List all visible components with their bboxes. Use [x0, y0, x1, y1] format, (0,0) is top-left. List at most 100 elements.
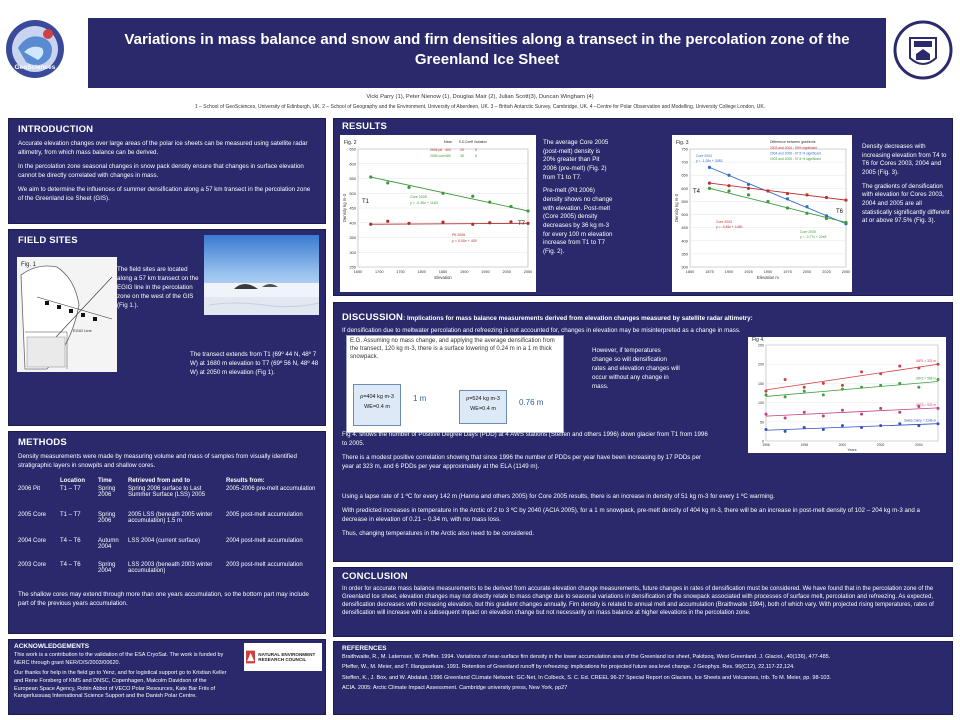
ack-paragraph: Our thanks for help in the field go to Y… [14, 670, 227, 700]
data-point [707, 165, 712, 169]
data-point [824, 216, 829, 221]
data-point [805, 211, 809, 215]
x-tick-label: 1925 [744, 270, 752, 274]
series-label: Core 2005 [410, 195, 427, 199]
table-cell: 2006 Pit [18, 485, 41, 492]
discussion-title: DISCUSSION [342, 312, 404, 323]
y-tick-label: 300 [681, 265, 688, 270]
header-cell: Retrieved from and to [128, 477, 191, 484]
methods-table: Location Time Retrieved from and to Resu… [15, 477, 321, 585]
data-point [386, 181, 390, 185]
data-point [821, 393, 825, 397]
y-tick-label: 650 [681, 173, 688, 178]
data-point [746, 186, 751, 190]
stats-header: Mean [444, 140, 453, 144]
data-point [783, 378, 787, 382]
y-tick-label: 150 [758, 382, 764, 386]
data-point [764, 412, 768, 416]
geosciences-logo: GeoSciences [4, 18, 66, 80]
data-point [824, 195, 829, 200]
data-point [727, 189, 731, 193]
nerc-icon [246, 650, 256, 664]
conclusion-title: CONCLUSION [342, 571, 408, 582]
data-point [805, 205, 809, 209]
x-tick-label: 1700 [375, 270, 383, 274]
y-tick-label: 350 [349, 235, 356, 240]
x-tick-label: 1996 [762, 443, 770, 447]
table-cell: 2003 Core [18, 561, 47, 568]
data-point [707, 186, 712, 190]
series-fit: y = -0.36x + 1183 [410, 201, 438, 205]
table-row: 2006 Pit T1 – T7 Spring 2006 Spring 2006 su… [15, 485, 321, 511]
plot-area [689, 148, 847, 268]
legend-item: 2004 and 2005 - 97.5 % significant [770, 152, 821, 156]
trend-line [709, 166, 847, 225]
stats-cell: 400 [445, 148, 451, 152]
y-tick-label: 500 [349, 191, 356, 196]
logo-text: GeoSciences [15, 64, 56, 71]
we-value: WE=0.4 m [470, 405, 496, 412]
table-cell: LSS 2004 (current surface) [128, 537, 201, 544]
references-title: REFERENCES [342, 645, 387, 652]
series-label: Core 2005 [800, 230, 816, 234]
stats-cell: 8 [475, 154, 477, 158]
table-cell: Spring 2006 surface to Last Summer Surfa… [128, 485, 206, 498]
data-point [917, 385, 921, 389]
we-value: WE=0.4 m [364, 403, 390, 410]
data-point [407, 221, 411, 225]
x-tick-label: 2025 [822, 270, 830, 274]
conclusion-section: CONCLUSION In order for accurate mass ba… [333, 567, 953, 637]
reference-item: ACIA. 2005: Arctic Climate Impact Assess… [342, 685, 568, 692]
chart-title: Fig 4. [752, 337, 765, 343]
series-fit: y = -0.77x + 2045 [800, 235, 827, 239]
data-point [783, 416, 787, 420]
results-text: The average Core 2005 (post-melt) densit… [543, 139, 609, 181]
stats-cell: 38 [460, 154, 464, 158]
data-point [526, 221, 530, 225]
field-text-1: The field sites are located along a 57 k… [117, 266, 199, 309]
data-point [860, 412, 864, 416]
nerc-text: NATURAL ENVIRONMENT RESEARCH COUNCIL [258, 651, 316, 663]
chart-title: Fig. 2 [344, 140, 357, 146]
introduction-section: INTRODUCTION Accurate elevation changes … [8, 118, 326, 224]
field-text-2: The transect extends from T1 (69º 44 N, … [190, 351, 319, 376]
university-edinburgh-logo [892, 10, 954, 90]
y-axis-label: Density kg m-3 [674, 193, 679, 222]
annotation-label: T6 [836, 209, 844, 215]
conclusion-text: In order for accurate mass balance measu… [342, 586, 934, 617]
table-cell: 2005 post-melt accumulation [226, 511, 303, 518]
data-point [526, 209, 530, 213]
series-label: Pit 2006 [452, 233, 465, 237]
data-point [509, 220, 513, 224]
intro-paragraph: In the percolation zone seasonal changes… [18, 162, 304, 179]
data-point [766, 199, 770, 204]
table-row: 2004 Core T4 – T6 Autumn 2004 LSS 2004 (cur… [15, 537, 321, 561]
legend-title: Difference between gradients [770, 140, 816, 144]
discussion-paragraph: Thus, changing temperatures in the Arcti… [342, 529, 534, 537]
y-tick-label: 450 [681, 225, 688, 230]
y-tick-label: 50 [760, 420, 764, 424]
methods-intro: Density measurements were made by measur… [18, 453, 297, 469]
legend-item: 2003 and 2004 - 99% significant [770, 146, 817, 150]
data-point [766, 189, 770, 193]
data-point [488, 221, 492, 225]
series-fit: y = -0.45x + 1480 [716, 225, 743, 229]
x-axis-label: Elevation m [757, 275, 779, 280]
results-text: The gradients of densification with elev… [862, 182, 950, 225]
reference-item: Braithwaite, R., M. Laternser, W. Pfeffe… [342, 654, 831, 660]
x-tick-label: 1850 [686, 270, 694, 274]
y-tick-label: 400 [349, 220, 356, 225]
y-tick-label: 400 [681, 238, 688, 243]
x-tick-label: 1800 [418, 270, 426, 274]
data-point [840, 408, 844, 412]
data-point [488, 200, 492, 204]
header-cell: Results from: [226, 477, 265, 484]
x-tick-label: 1650 [354, 270, 362, 274]
y-tick-label: 450 [349, 206, 356, 211]
series-label: Swiss Camp = 1149 m [904, 419, 936, 423]
series-label: Core 2003 [716, 220, 732, 224]
discussion-paragraph: With predicted increases in temperature … [342, 506, 920, 523]
data-point [764, 389, 768, 393]
acknowledgements-title: ACKNOWLEDGEMENTS [14, 643, 90, 650]
stats-cell: 2005 core [430, 154, 445, 158]
